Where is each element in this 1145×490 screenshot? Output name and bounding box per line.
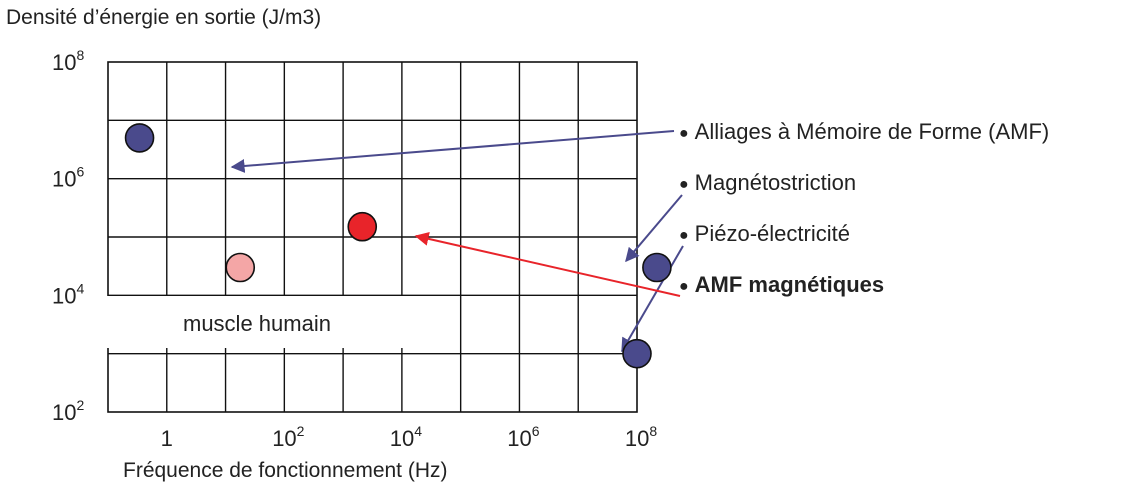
- legend-item-amf_mag: ● AMF magnétiques: [679, 272, 884, 297]
- tick-label-exponent: 8: [649, 423, 657, 439]
- arrow-amf: [230, 130, 675, 173]
- legend-bullet: ●: [679, 125, 689, 142]
- legend-bullet: ●: [679, 176, 689, 193]
- legend-label: Alliages à Mémoire de Forme (AMF): [695, 119, 1050, 144]
- tick-label: 1: [161, 426, 173, 451]
- tick-label-exponent: 2: [76, 397, 84, 413]
- tick-label-base: 10: [625, 426, 649, 451]
- legend-label: Magnétostriction: [695, 170, 856, 195]
- tick-label: 106: [507, 423, 539, 451]
- muscle-region-label: muscle humain: [183, 311, 331, 336]
- legend-item-magneto: ● Magnétostriction: [679, 170, 856, 195]
- tick-label: 106: [52, 164, 84, 192]
- arrow-magneto: [625, 194, 683, 263]
- point-piezo: [622, 338, 652, 369]
- tick-label: 102: [272, 423, 304, 451]
- arrow-amf_mag: [414, 231, 681, 297]
- points: [124, 123, 672, 369]
- tick-label-exponent: 8: [76, 47, 84, 63]
- tick-label-base: 10: [507, 426, 531, 451]
- tick-label: 108: [52, 47, 84, 75]
- arrows: [230, 130, 684, 353]
- legend-bullet: ●: [679, 227, 689, 244]
- legend: ● Alliages à Mémoire de Forme (AMF) ● Magné…: [679, 119, 1049, 297]
- legend-item-amf: ● Alliages à Mémoire de Forme (AMF): [679, 119, 1049, 144]
- tick-label-exponent: 4: [414, 423, 422, 439]
- y-axis-title: Densité d’énergie en sortie (J/m3): [6, 6, 321, 29]
- tick-label-base: 10: [52, 400, 76, 425]
- tick-label-exponent: 6: [532, 423, 540, 439]
- legend-item-piezo: ● Piézo-électricité: [679, 221, 850, 246]
- tick-label: 108: [625, 423, 657, 451]
- x-axis-title: Fréquence de fonctionnement (Hz): [123, 459, 448, 482]
- tick-label-base: 10: [52, 50, 76, 75]
- legend-label: AMF magnétiques: [695, 272, 884, 297]
- tick-label-base: 1: [161, 426, 173, 451]
- point-amf: [124, 123, 155, 153]
- tick-label: 102: [52, 397, 84, 425]
- tick-label-base: 10: [272, 426, 296, 451]
- point-muscle: [225, 252, 256, 283]
- tick-label-base: 10: [390, 426, 414, 451]
- grid: [107, 61, 638, 413]
- muscle-region-background: [98, 296, 428, 348]
- arrow-piezo: [621, 245, 684, 353]
- tick-label-exponent: 4: [76, 280, 84, 296]
- tick-label: 104: [390, 423, 422, 451]
- tick-label-base: 10: [52, 167, 76, 192]
- legend-bullet: ●: [679, 278, 689, 295]
- tick-label-exponent: 2: [297, 423, 305, 439]
- point-amf_mag: [347, 211, 378, 242]
- legend-label: Piézo-électricité: [695, 221, 850, 246]
- point-magneto: [642, 252, 672, 283]
- x-tick-labels: 1 102 104 106 108: [161, 423, 658, 451]
- tick-label: 104: [52, 280, 84, 308]
- tick-label-exponent: 6: [76, 164, 84, 180]
- tick-label-base: 10: [52, 283, 76, 308]
